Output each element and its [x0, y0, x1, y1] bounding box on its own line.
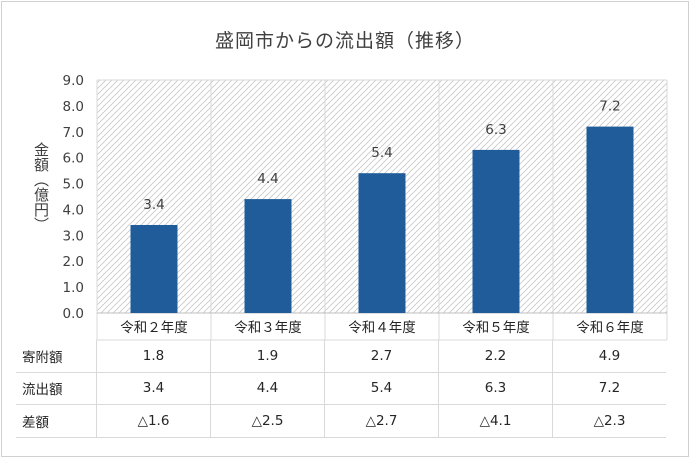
y-tick-label: 3.0 [63, 228, 84, 244]
table-row-label: 寄附額 [16, 340, 97, 372]
table-cell: 4.9 [598, 347, 621, 364]
table-row-label: 差額 [16, 404, 97, 437]
table-row-label: 流出額 [16, 372, 97, 405]
table-row: 差額 △1.6 △2.5 △2.7 △4.1 △2.3 [16, 404, 666, 437]
x-tick-label: 令和２年度 [120, 320, 188, 336]
table-row: 流出額 3.4 4.4 5.4 6.3 7.2 [16, 372, 666, 405]
data-label: 4.4 [257, 171, 278, 187]
data-label: 3.4 [143, 197, 164, 213]
y-axis-label: 金額（億円） [32, 142, 50, 232]
table-cell: △2.7 [324, 404, 439, 437]
data-label: 6.3 [485, 122, 506, 138]
x-tick-label: 令和６年度 [576, 320, 644, 336]
chart-title: 盛岡市からの流出額（推移） [214, 30, 475, 52]
table-cell: △4.1 [438, 404, 553, 437]
table-cell: 6.3 [438, 372, 553, 405]
x-tick-label: 令和４年度 [348, 320, 416, 336]
x-tick-label: 令和５年度 [462, 320, 530, 336]
y-tick-label: 1.0 [63, 280, 84, 296]
bar [472, 149, 520, 313]
y-tick-label: 0.0 [63, 306, 84, 322]
bar [358, 173, 406, 313]
table-cell: △2.5 [210, 404, 325, 437]
table-cell: 2.7 [324, 340, 439, 372]
y-tick-label: 9.0 [63, 73, 84, 89]
y-tick-label: 4.0 [63, 202, 84, 218]
table-cell: 1.8 [96, 340, 211, 372]
table-cell: 1.9 [210, 340, 325, 372]
y-tick-label: 2.0 [63, 254, 84, 270]
table-cell: 2.2 [438, 340, 553, 372]
data-label: 5.4 [371, 145, 392, 161]
y-tick-label: 7.0 [63, 125, 84, 141]
table-row: 寄附額 1.8 1.9 2.7 2.2 4.9 [16, 340, 666, 372]
y-tick-label: 6.0 [63, 151, 84, 167]
table-cell: 7.2 [598, 380, 621, 397]
y-tick-label: 5.0 [63, 177, 84, 193]
x-tick-label: 令和３年度 [234, 320, 302, 336]
bar [244, 199, 292, 313]
table-cell: 4.4 [210, 372, 325, 405]
table-cell: △2.3 [593, 412, 626, 429]
data-table: 寄附額 1.8 1.9 2.7 2.2 4.9 流出額 3.4 4.4 5.4 6.3 7.2 差額 △1… [16, 340, 666, 438]
y-tick-label: 8.0 [63, 99, 84, 115]
table-cell: △1.6 [96, 404, 211, 437]
bar [586, 126, 634, 313]
bar [130, 224, 178, 313]
data-label: 7.2 [599, 99, 620, 115]
table-cell: 5.4 [324, 372, 439, 405]
table-cell: 3.4 [96, 372, 211, 405]
